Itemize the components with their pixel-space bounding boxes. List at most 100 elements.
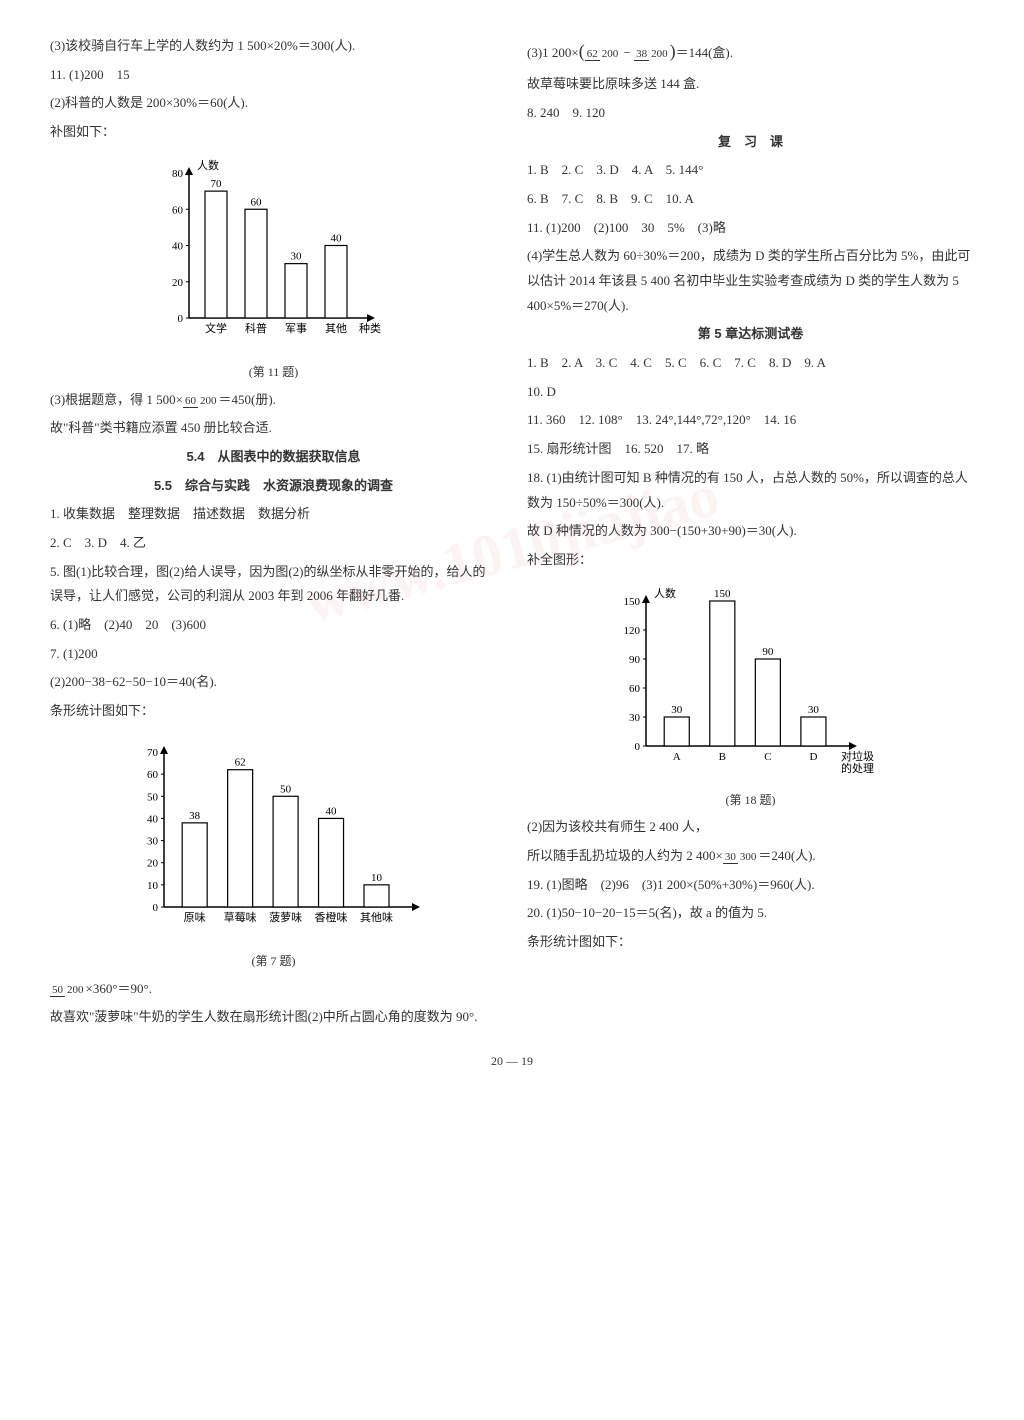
svg-text:D: D <box>809 751 817 763</box>
svg-text:20: 20 <box>147 858 159 870</box>
svg-text:军事: 军事 <box>285 322 307 335</box>
page-number: 20 — 19 <box>50 1054 974 1069</box>
svg-text:0: 0 <box>152 902 158 914</box>
text: 11. 360 12. 108° 13. 24°,144°,72°,120° 1… <box>527 408 974 433</box>
text: 1. B 2. C 3. D 4. A 5. 144° <box>527 158 974 183</box>
text: 6. (1)略 (2)40 20 (3)600 <box>50 613 497 638</box>
fraction: 38200 <box>634 48 670 60</box>
svg-text:30: 30 <box>807 704 819 716</box>
two-columns: (3)该校骑自行车上学的人数约为 1 500×20%＝300(人). 11. (… <box>50 30 974 1034</box>
svg-text:其他: 其他 <box>325 322 347 335</box>
svg-text:90: 90 <box>762 646 774 658</box>
chart-caption: (第 7 题) <box>50 950 497 973</box>
text: (3)1 200× <box>527 45 579 60</box>
numerator: 38 <box>634 48 649 61</box>
svg-text:文学: 文学 <box>205 321 227 335</box>
text: 条形统计图如下： <box>50 699 497 724</box>
text: (3)根据题意，得 1 500× <box>50 392 183 407</box>
svg-text:150: 150 <box>714 588 731 600</box>
fraction: 30300 <box>723 851 759 863</box>
text: 18. (1)由统计图可知 B 种情况的有 150 人，占总人数的 50%，所以… <box>527 466 974 515</box>
section-heading: 5.5 综合与实践 水资源浪费现象的调查 <box>50 474 497 499</box>
fraction: 60200 <box>183 395 219 407</box>
text: (4)学生总人数为 60÷30%＝200，成绩为 D 类的学生所占百分比为 5%… <box>527 244 974 318</box>
svg-text:62: 62 <box>234 757 245 769</box>
svg-text:30: 30 <box>147 835 159 847</box>
text: 50200×360°＝90°. <box>50 977 497 1002</box>
text: 7. (1)200 <box>50 642 497 667</box>
svg-text:40: 40 <box>325 805 337 817</box>
text: 5. 图(1)比较合理，图(2)给人误导，因为图(2)的纵坐标从非零开始的，给人… <box>50 560 497 609</box>
section-heading: 5.4 从图表中的数据获取信息 <box>50 445 497 470</box>
text: (3)1 200×(62200 − 38200)＝144(盒). <box>527 34 974 68</box>
svg-text:50: 50 <box>147 791 159 803</box>
numerator: 60 <box>183 395 198 408</box>
svg-text:10: 10 <box>147 880 159 892</box>
text: 6. B 7. C 8. B 9. C 10. A <box>527 187 974 212</box>
svg-text:60: 60 <box>629 683 641 695</box>
fraction: 50200 <box>50 984 86 996</box>
svg-text:香橙味: 香橙味 <box>314 910 347 924</box>
denominator: 200 <box>600 48 621 60</box>
numerator: 62 <box>585 48 600 61</box>
svg-text:A: A <box>672 751 680 763</box>
svg-text:120: 120 <box>623 625 640 637</box>
denominator: 200 <box>198 395 219 407</box>
section-heading: 第 5 章达标测试卷 <box>527 322 974 347</box>
chart-q7: 01020304050607038原味62草莓味50菠萝味40香橙味10其他味 <box>124 732 424 942</box>
svg-text:对垃圾: 对垃圾 <box>841 749 874 763</box>
chart-caption: (第 11 题) <box>50 361 497 384</box>
page: www.1010jiajiao (3)该校骑自行车上学的人数约为 1 500×2… <box>50 30 974 1069</box>
text: (2)因为该校共有师生 2 400 人， <box>527 815 974 840</box>
svg-text:40: 40 <box>330 232 342 244</box>
svg-text:的处理: 的处理 <box>841 761 874 775</box>
text: 8. 240 9. 120 <box>527 101 974 126</box>
svg-text:10: 10 <box>371 872 383 884</box>
svg-text:菠萝味: 菠萝味 <box>269 911 302 924</box>
chart-caption: (第 18 题) <box>527 789 974 812</box>
svg-text:0: 0 <box>177 313 183 325</box>
text: (2)200−38−62−50−10＝40(名). <box>50 670 497 695</box>
text: 补全图形： <box>527 548 974 573</box>
svg-text:科普: 科普 <box>245 321 267 335</box>
svg-text:人数: 人数 <box>197 159 219 172</box>
section-heading: 复 习 课 <box>527 130 974 155</box>
text: 补图如下： <box>50 120 497 145</box>
text: (2)科普的人数是 200×30%＝60(人). <box>50 91 497 116</box>
svg-text:种类: 种类 <box>359 321 381 335</box>
fraction: 62200 <box>585 48 621 60</box>
text: 故 D 种情况的人数为 300−(150+30+90)＝30(人). <box>527 519 974 544</box>
svg-text:原味: 原味 <box>183 911 205 924</box>
text: 11. (1)200 (2)100 30 5% (3)略 <box>527 216 974 241</box>
svg-text:70: 70 <box>147 747 159 759</box>
text: ＝450(册). <box>219 392 276 407</box>
text: ＝240(人). <box>758 848 815 863</box>
text: 20. (1)50−10−20−15＝5(名)，故 a 的值为 5. <box>527 901 974 926</box>
svg-text:30: 30 <box>671 704 683 716</box>
text: (3)根据题意，得 1 500×60200＝450(册). <box>50 388 497 413</box>
text: 所以随手乱扔垃圾的人约为 2 400×30300＝240(人). <box>527 844 974 869</box>
svg-text:50: 50 <box>280 783 292 795</box>
svg-text:B: B <box>718 751 725 763</box>
svg-text:80: 80 <box>172 168 184 180</box>
text: 1. B 2. A 3. C 4. C 5. C 6. C 7. C 8. D … <box>527 351 974 376</box>
svg-text:草莓味: 草莓味 <box>223 911 256 924</box>
text: 1. 收集数据 整理数据 描述数据 数据分析 <box>50 502 497 527</box>
svg-text:60: 60 <box>147 769 159 781</box>
chart-q11: 02040608070文学60科普30军事40其他人数种类 <box>144 153 404 353</box>
svg-text:40: 40 <box>147 813 159 825</box>
text: 15. 扇形统计图 16. 520 17. 略 <box>527 437 974 462</box>
numerator: 30 <box>723 851 738 864</box>
denominator: 200 <box>65 984 86 996</box>
text: 2. C 3. D 4. 乙 <box>50 531 497 556</box>
svg-text:30: 30 <box>629 712 641 724</box>
svg-text:其他味: 其他味 <box>360 911 393 924</box>
numerator: 50 <box>50 984 65 997</box>
text: ＝144(盒). <box>676 45 733 60</box>
text: − <box>620 45 634 60</box>
text: 故"科普"类书籍应添置 450 册比较合适. <box>50 416 497 441</box>
chart-q18: 030609012015030A150B90C30D人数对垃圾的处理 <box>601 581 901 781</box>
text: 条形统计图如下： <box>527 930 974 955</box>
text: ×360°＝90°. <box>86 981 152 996</box>
svg-text:40: 40 <box>172 240 184 252</box>
